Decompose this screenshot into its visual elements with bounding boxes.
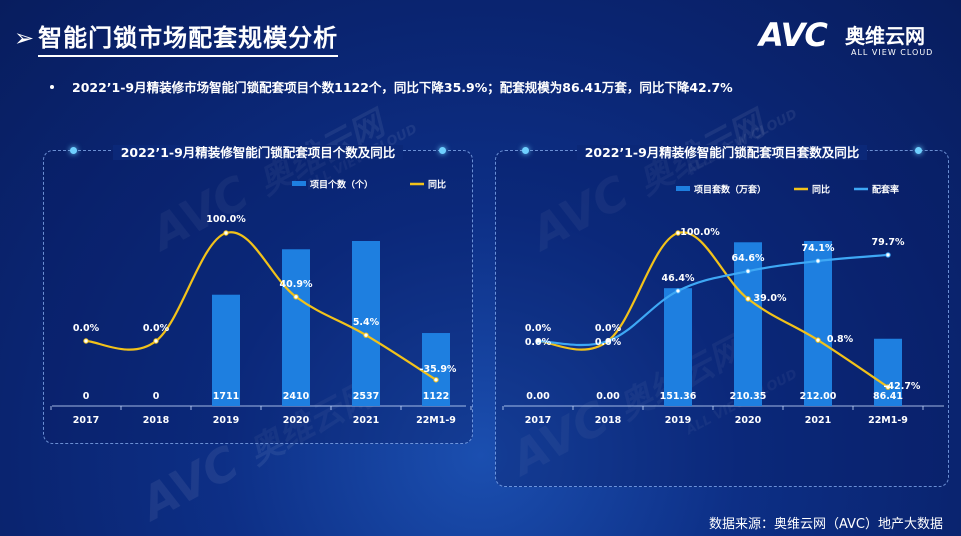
chart-left-svg: 2017 2018 2019 2020 2021 22M1-9 0 0 1711 2410 2537… bbox=[50, 179, 472, 426]
line-value-label: 100.0% bbox=[680, 227, 720, 238]
brand-logo: AVC 奥维云网 ALL VIEW CLOUD bbox=[759, 14, 939, 62]
bar-value-label: 151.36 bbox=[660, 391, 697, 402]
legend-label: 同比 bbox=[812, 184, 830, 196]
x-tick-label: 2020 bbox=[735, 415, 762, 426]
line-value-label: 0.0% bbox=[525, 323, 552, 334]
legend-label: 同比 bbox=[428, 179, 446, 191]
line-value-label: 0.0% bbox=[143, 323, 170, 334]
x-tick-label: 2018 bbox=[143, 415, 170, 426]
bar bbox=[664, 288, 692, 406]
line-point bbox=[675, 288, 681, 294]
arrow-icon: ➢ bbox=[14, 23, 35, 52]
line-value-label: 40.9% bbox=[280, 279, 313, 290]
line-point bbox=[815, 337, 821, 343]
line-value-label: -42.7% bbox=[884, 381, 921, 392]
line-point bbox=[433, 377, 439, 383]
bar-value-label: 1122 bbox=[423, 391, 449, 402]
bar-value-label: 2410 bbox=[283, 391, 310, 402]
line-value-label: 0.0% bbox=[525, 337, 552, 348]
bullet-dot-icon bbox=[50, 84, 54, 89]
legend-label: 项目个数（个） bbox=[310, 179, 373, 191]
bar-value-label: 2537 bbox=[353, 391, 379, 402]
legend-label: 配套率 bbox=[872, 184, 899, 196]
line-value-label: 0.0% bbox=[595, 323, 622, 334]
series-line bbox=[537, 253, 889, 347]
bar-value-label: 0 bbox=[153, 391, 160, 402]
chart-right-svg: 2017 2018 2019 2020 2021 22M1-9 0.00 0.00 151.36… bbox=[502, 184, 944, 426]
line-point bbox=[745, 296, 751, 302]
chart-title: 2022’1-9月精装修智能门锁配套项目个数及同比 bbox=[44, 142, 472, 161]
x-tick-label: 2019 bbox=[665, 415, 691, 426]
x-tick-label: 2017 bbox=[525, 415, 551, 426]
line-value-label: 46.4% bbox=[662, 273, 695, 284]
chart-title: 2022’1-9月精装修智能门锁配套项目套数及同比 bbox=[496, 142, 948, 161]
x-tick-label: 2021 bbox=[353, 415, 379, 426]
page-title: ➢ 智能门锁市场配套规模分析 bbox=[14, 18, 339, 57]
bar bbox=[422, 333, 450, 406]
page-title-text: 智能门锁市场配套规模分析 bbox=[38, 18, 339, 57]
bar bbox=[804, 241, 832, 406]
chart-panel-left: 2022’1-9月精装修智能门锁配套项目个数及同比 2017 2018 2019 20… bbox=[43, 145, 473, 444]
bar-value-label: 0.00 bbox=[526, 391, 550, 402]
line-value-label: 64.6% bbox=[732, 253, 765, 264]
line-point bbox=[745, 268, 751, 274]
line-value-label: 5.4% bbox=[353, 317, 380, 328]
x-tick-label: 22M1-9 bbox=[868, 415, 908, 426]
legend-swatch bbox=[292, 181, 306, 186]
brand-name-cn: 奥维云网 bbox=[845, 24, 925, 48]
summary-bullet: 2022’1-9月精装修市场智能门锁配套项目个数1122个，同比下降35.9%；… bbox=[50, 77, 733, 96]
line-value-label: 0.8% bbox=[827, 334, 854, 345]
line-value-label: 0.0% bbox=[595, 337, 622, 348]
bar bbox=[352, 241, 380, 406]
bar-value-label: 212.00 bbox=[800, 391, 837, 402]
line-point bbox=[223, 230, 229, 236]
line-point bbox=[605, 338, 611, 344]
bar-value-label: 1711 bbox=[213, 391, 239, 402]
line-value-label: 39.0% bbox=[754, 293, 787, 304]
data-source: 数据来源：奥维云网（AVC）地产大数据 bbox=[708, 517, 943, 532]
corner-dot-icon bbox=[70, 147, 77, 154]
brand-name-en: ALL VIEW CLOUD bbox=[851, 48, 934, 57]
line-point bbox=[885, 252, 891, 258]
line-point bbox=[885, 384, 891, 390]
legend-swatch bbox=[676, 186, 690, 191]
line-point bbox=[535, 338, 541, 344]
series-line bbox=[537, 231, 889, 389]
line-point bbox=[815, 258, 821, 264]
bar-value-label: 210.35 bbox=[730, 391, 767, 402]
bar-value-label: 86.41 bbox=[873, 391, 903, 402]
corner-dot-icon bbox=[439, 147, 446, 154]
line-point bbox=[83, 338, 89, 344]
corner-dot-icon bbox=[522, 147, 529, 154]
x-tick-label: 2020 bbox=[283, 415, 310, 426]
line-value-label: 0.0% bbox=[73, 323, 100, 334]
x-tick-label: 22M1-9 bbox=[416, 415, 456, 426]
bar bbox=[282, 249, 310, 406]
line-value-label: 79.7% bbox=[872, 237, 905, 248]
bar bbox=[734, 242, 762, 406]
bar-value-label: 0 bbox=[83, 391, 90, 402]
bar bbox=[212, 294, 240, 406]
bar-value-label: 0.00 bbox=[596, 391, 620, 402]
line-point bbox=[675, 230, 681, 236]
legend-label: 项目套数（万套） bbox=[694, 184, 766, 196]
line-value-label: 100.0% bbox=[206, 214, 246, 225]
avc-logo: AVC bbox=[759, 16, 828, 54]
corner-dot-icon bbox=[915, 147, 922, 154]
bar bbox=[874, 338, 902, 406]
line-point bbox=[363, 332, 369, 338]
x-tick-label: 2021 bbox=[805, 415, 831, 426]
x-tick-label: 2018 bbox=[595, 415, 622, 426]
line-value-label: -35.9% bbox=[420, 364, 457, 375]
x-tick-label: 2017 bbox=[73, 415, 99, 426]
summary-text: 2022’1-9月精装修市场智能门锁配套项目个数1122个，同比下降35.9%；… bbox=[72, 80, 733, 95]
x-tick-label: 2019 bbox=[213, 415, 239, 426]
series-line bbox=[85, 231, 437, 381]
chart-panel-right: 2022’1-9月精装修智能门锁配套项目套数及同比 2017 2018 2019 20… bbox=[495, 145, 949, 487]
line-point bbox=[153, 338, 159, 344]
line-point bbox=[293, 294, 299, 300]
line-value-label: 74.1% bbox=[802, 243, 835, 254]
